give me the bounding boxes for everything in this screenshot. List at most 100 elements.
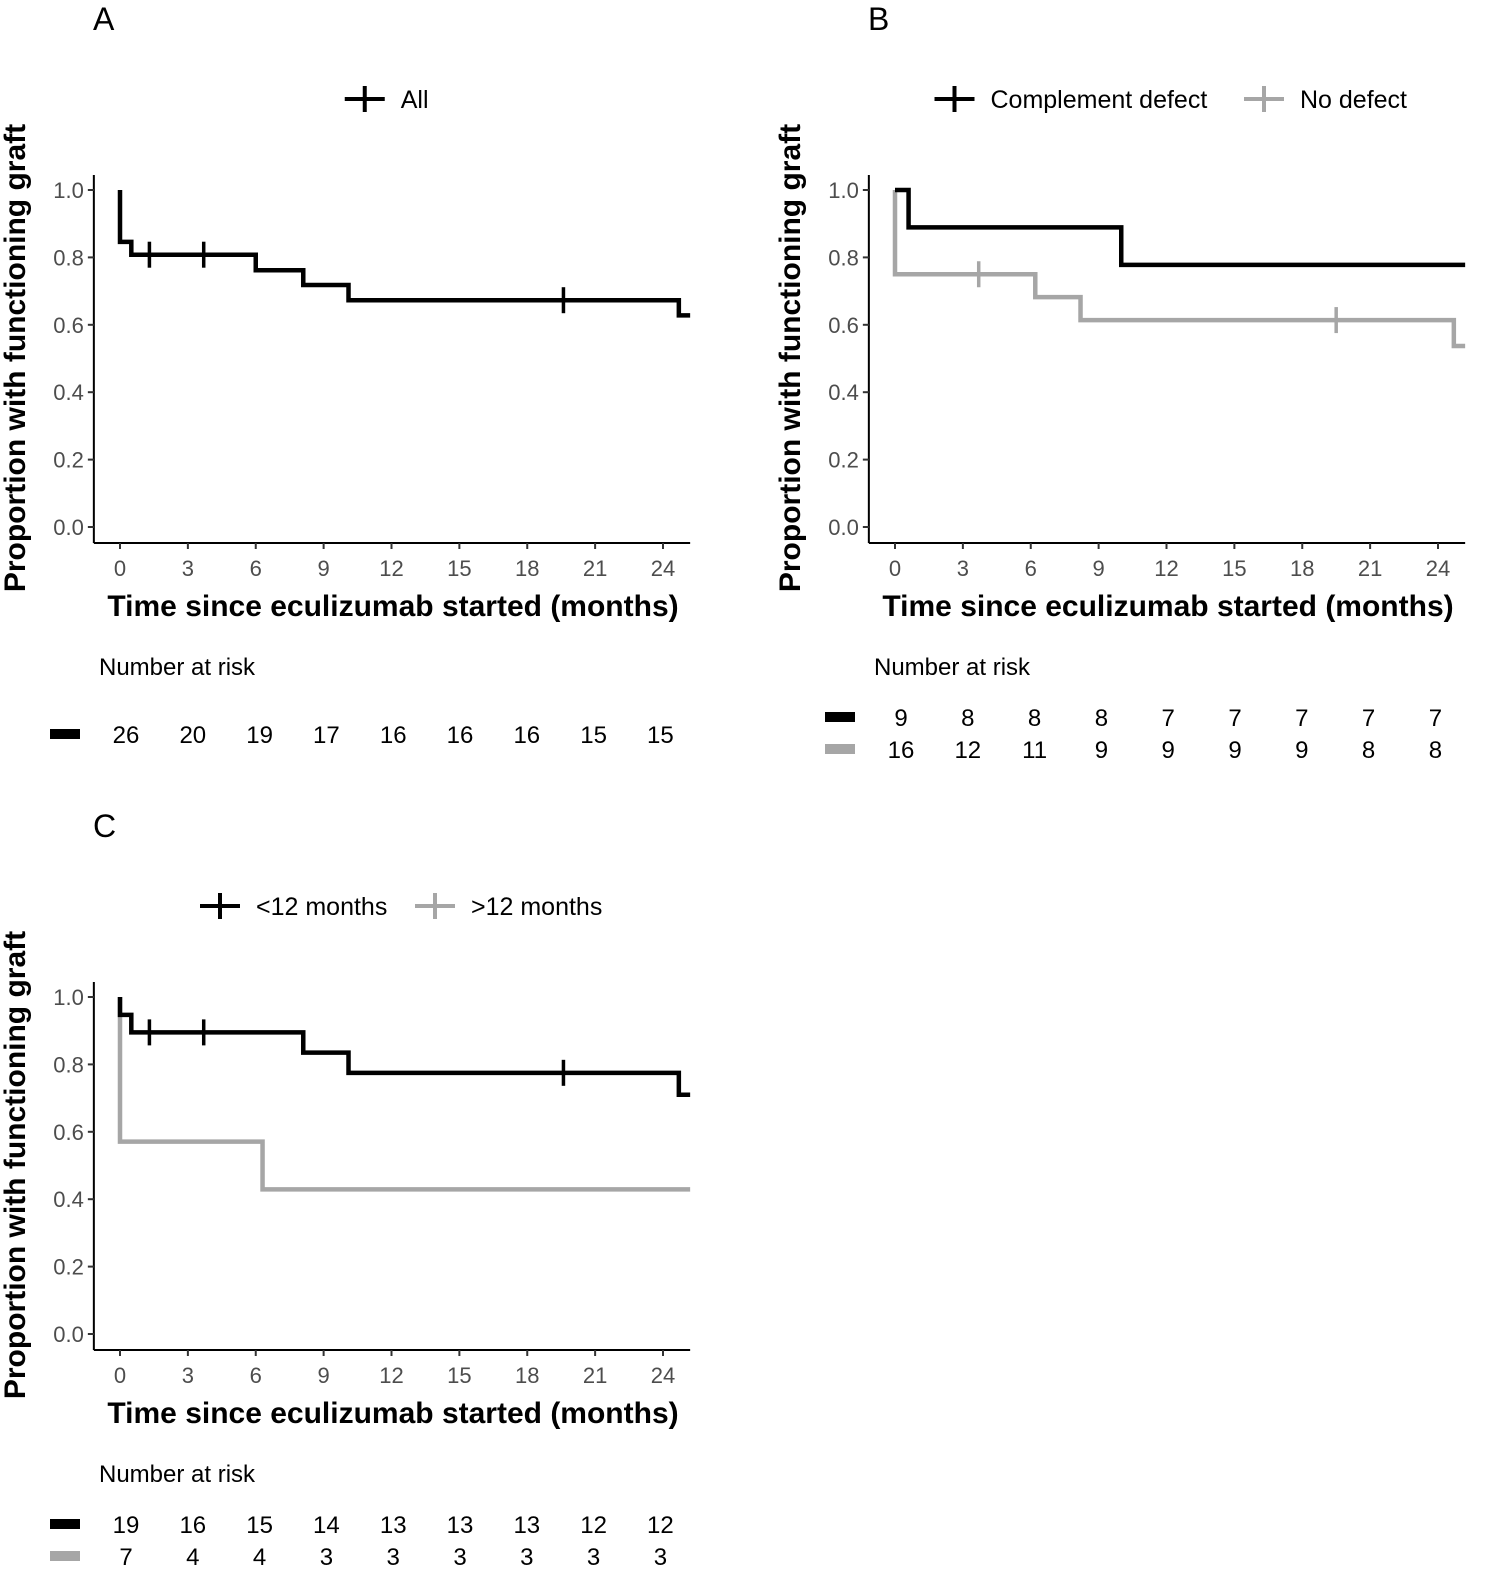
risk-count: 13 <box>380 1512 407 1539</box>
y-tick-label: 1.0 <box>53 985 84 1010</box>
risk-count: 4 <box>253 1544 266 1571</box>
risk-count: 15 <box>647 722 674 749</box>
risk-count: 13 <box>513 1512 540 1539</box>
risk-count: 12 <box>647 1512 674 1539</box>
risk-count: 7 <box>1295 705 1308 732</box>
x-tick-label: 12 <box>1154 556 1178 581</box>
y-tick-label: 0.2 <box>53 448 84 473</box>
y-tick-label: 0.6 <box>53 1120 84 1145</box>
risk-count: 7 <box>119 1544 132 1571</box>
risk-count: 9 <box>1162 737 1175 764</box>
survival-curve <box>895 187 1466 268</box>
risk-count: 16 <box>447 722 474 749</box>
panel-c: C 0.0 0.2 0.4 0.6 0.8 1.0 0 3 6 9 12 15 18 21 24 Time si… <box>0 808 691 1571</box>
risk-count: 16 <box>380 722 407 749</box>
y-tick-label: 0.6 <box>53 313 84 338</box>
risk-row-swatch <box>50 1519 80 1529</box>
x-axis-title: Time since eculizumab started (months) <box>107 590 678 623</box>
x-tick-label: 3 <box>182 1363 194 1388</box>
survival-curve <box>117 997 691 1097</box>
x-tick-label: 0 <box>114 556 126 581</box>
x-tick-label: 9 <box>318 1363 330 1388</box>
risk-count: 17 <box>313 722 340 749</box>
risk-count: 7 <box>1362 705 1375 732</box>
risk-count: 8 <box>1095 705 1108 732</box>
risk-count: 3 <box>654 1544 667 1571</box>
risk-count: 7 <box>1162 705 1175 732</box>
risk-count: 4 <box>186 1544 199 1571</box>
risk-table-row: 9 8 8 8 7 7 7 7 7 <box>825 705 1442 732</box>
risk-table-title: Number at risk <box>99 654 256 681</box>
x-tick-label: 15 <box>447 1363 471 1388</box>
x-tick-label: 21 <box>583 556 607 581</box>
y-tick-label: 0.2 <box>53 1255 84 1280</box>
risk-row-swatch <box>50 1551 80 1561</box>
risk-count: 26 <box>113 722 140 749</box>
risk-table-row: 7 4 4 3 3 3 3 3 3 <box>50 1544 667 1571</box>
risk-count: 3 <box>387 1544 400 1571</box>
x-tick-label: 6 <box>1025 556 1037 581</box>
x-tick-label: 12 <box>379 556 403 581</box>
x-axis-title: Time since eculizumab started (months) <box>882 590 1453 623</box>
y-axis-title: Proportion with functioning graft <box>0 931 32 1399</box>
legend-label: <12 months <box>256 893 387 921</box>
legend-item: >12 months <box>415 893 602 921</box>
x-tick-label: 3 <box>957 556 969 581</box>
x-tick-label: 21 <box>1358 556 1382 581</box>
y-tick-label: 0.8 <box>53 1052 84 1077</box>
y-tick-label: 0.0 <box>53 1322 84 1347</box>
panel-letter: C <box>93 808 116 844</box>
x-tick-label: 6 <box>250 556 262 581</box>
x-tick-label: 24 <box>1426 556 1450 581</box>
legend-item: All <box>344 86 429 114</box>
risk-table-row: 26 20 19 17 16 16 16 15 15 <box>50 722 674 749</box>
risk-count: 3 <box>320 1544 333 1571</box>
y-tick-label: 0.0 <box>53 515 84 540</box>
y-axis-title: Proportion with functioning graft <box>774 124 807 592</box>
x-tick-label: 18 <box>515 556 539 581</box>
survival-curve <box>117 190 691 318</box>
x-tick-label: 15 <box>447 556 471 581</box>
x-tick-label: 24 <box>651 1363 675 1388</box>
risk-count: 13 <box>447 1512 474 1539</box>
risk-table-title: Number at risk <box>99 1461 256 1488</box>
y-tick-label: 0.4 <box>53 380 84 405</box>
x-tick-label: 18 <box>1290 556 1314 581</box>
risk-count: 11 <box>1022 737 1047 764</box>
risk-count: 3 <box>520 1544 533 1571</box>
survival-curve <box>117 997 691 1192</box>
x-axis-title: Time since eculizumab started (months) <box>107 1397 678 1430</box>
y-tick-label: 0.6 <box>828 313 859 338</box>
panel-letter: B <box>868 1 889 37</box>
legend-label: No defect <box>1300 86 1407 114</box>
risk-count: 16 <box>513 722 540 749</box>
risk-count: 9 <box>1228 737 1241 764</box>
x-tick-label: 21 <box>583 1363 607 1388</box>
risk-count: 15 <box>246 1512 273 1539</box>
legend-item: Complement defect <box>934 86 1208 114</box>
y-tick-label: 0.8 <box>53 245 84 270</box>
risk-count: 7 <box>1228 705 1241 732</box>
survival-curve <box>892 190 1466 349</box>
risk-count: 14 <box>313 1512 340 1539</box>
risk-count: 8 <box>1429 737 1442 764</box>
x-tick-label: 15 <box>1222 556 1246 581</box>
risk-table-row: 19 16 15 14 13 13 13 12 12 <box>50 1512 674 1539</box>
x-tick-label: 24 <box>651 556 675 581</box>
risk-count: 19 <box>246 722 273 749</box>
y-tick-label: 0.4 <box>828 380 859 405</box>
x-tick-label: 0 <box>889 556 901 581</box>
risk-count: 16 <box>179 1512 206 1539</box>
risk-count: 15 <box>580 722 607 749</box>
risk-count: 3 <box>587 1544 600 1571</box>
y-tick-label: 0.0 <box>828 515 859 540</box>
risk-row-swatch <box>50 729 80 739</box>
legend-label: Complement defect <box>991 86 1208 114</box>
legend-label: >12 months <box>471 893 602 921</box>
risk-count: 7 <box>1429 705 1442 732</box>
risk-count: 9 <box>1295 737 1308 764</box>
risk-count: 12 <box>954 737 981 764</box>
risk-table-row: 16 12 11 9 9 9 9 8 8 <box>825 737 1442 764</box>
risk-row-swatch <box>825 712 855 722</box>
